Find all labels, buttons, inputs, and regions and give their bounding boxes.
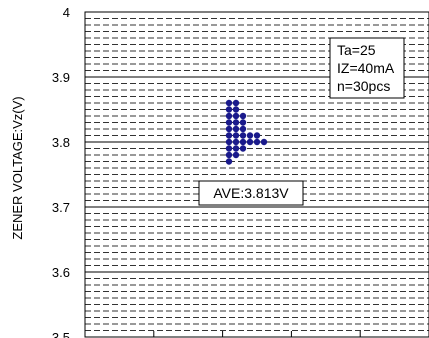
data-point — [253, 138, 261, 146]
data-points — [225, 99, 268, 165]
data-point — [239, 125, 247, 133]
data-point — [225, 106, 233, 113]
plot-frame — [84, 11, 429, 338]
data-point — [225, 158, 233, 165]
data-point — [246, 132, 254, 139]
data-point — [232, 145, 240, 152]
y-tick-label: 3.5 — [52, 330, 70, 338]
data-point — [253, 132, 261, 139]
data-point — [239, 112, 247, 120]
y-tick-label: 3.8 — [52, 135, 70, 150]
data-point — [225, 112, 233, 120]
y-tick-label: 3.7 — [52, 200, 70, 215]
data-point — [232, 125, 240, 133]
y-axis-ticks: 3.5 3.6 3.7 3.8 3.9 4 — [52, 5, 70, 338]
data-point — [232, 138, 240, 146]
data-point — [225, 99, 233, 107]
data-point — [232, 112, 240, 120]
data-point — [225, 138, 233, 146]
condition-n: n=30pcs — [337, 78, 390, 94]
average-box: AVE:3.813V — [198, 180, 304, 206]
data-point — [232, 151, 240, 159]
condition-ta: Ta=25 — [337, 42, 376, 58]
data-point — [260, 138, 268, 146]
data-point — [239, 132, 247, 139]
data-point — [225, 132, 233, 139]
y-tick-label: 3.6 — [52, 265, 70, 280]
y-axis-label: ZENER VOLTAGE:Vz(V) — [10, 96, 25, 239]
data-point — [225, 151, 233, 159]
data-point — [225, 125, 233, 133]
y-tick-label: 4 — [63, 5, 70, 20]
condition-iz: IZ=40mA — [337, 60, 395, 76]
data-point — [246, 138, 254, 146]
conditions-box: Ta=25 IZ=40mA n=30pcs — [329, 37, 405, 99]
data-point — [239, 119, 247, 126]
data-point — [225, 119, 233, 126]
average-label: AVE:3.813V — [213, 185, 289, 201]
data-point — [225, 145, 233, 152]
data-point — [239, 145, 247, 152]
data-point — [232, 132, 240, 139]
data-point — [232, 119, 240, 126]
data-point — [239, 138, 247, 146]
data-point — [232, 106, 240, 113]
data-point — [232, 99, 240, 107]
y-tick-label: 3.9 — [52, 70, 70, 85]
